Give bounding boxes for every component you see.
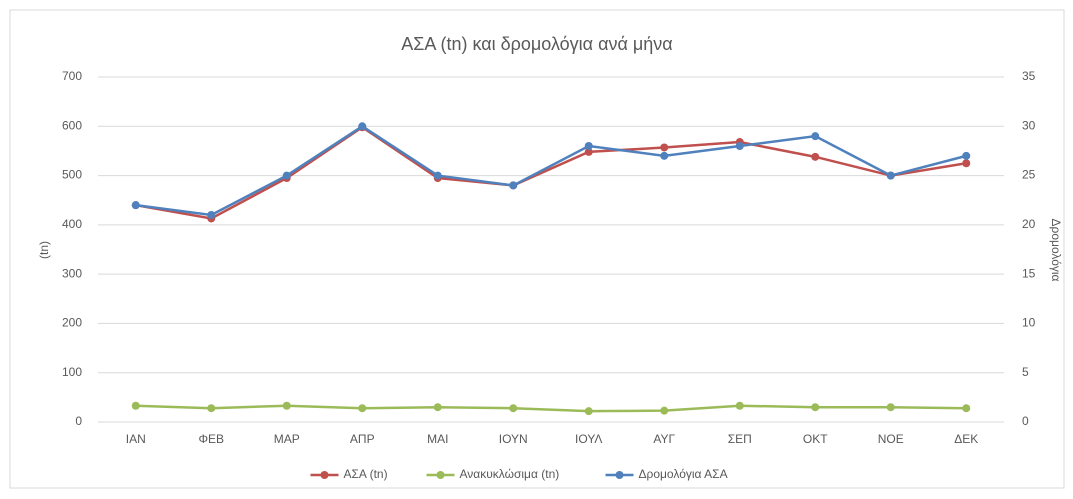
y2-tick-label: 30: [1022, 118, 1036, 132]
x-tick-label: ΦΕΒ: [198, 432, 224, 446]
series-marker: [282, 401, 291, 410]
y-tick-label: 700: [62, 69, 82, 83]
series-marker: [962, 404, 971, 413]
x-tick-label: ΑΠΡ: [350, 432, 375, 446]
series-marker: [509, 404, 518, 413]
series-marker: [735, 142, 744, 150]
x-tick-label: ΟΚΤ: [803, 432, 828, 446]
series-marker: [433, 171, 442, 180]
series-line: [135, 404, 967, 413]
x-tick-label: ΑΥΓ: [653, 432, 675, 446]
x-tick-label: ΙΟΥΝ: [499, 432, 528, 446]
series-marker: [660, 143, 669, 152]
series-marker: [886, 171, 895, 180]
x-tick-label: ΜΑΙ: [427, 432, 448, 446]
x-tick-label: ΙΟΥΛ: [575, 432, 602, 446]
series-marker: [358, 404, 367, 413]
y2-tick-label: 0: [1022, 414, 1029, 428]
series-marker: [584, 147, 593, 156]
legend-marker: [615, 471, 624, 479]
legend-label: ΑΣΑ (tn): [344, 467, 388, 481]
series-marker: [358, 122, 367, 131]
y2-tick-label: 25: [1022, 168, 1036, 182]
y2-tick-label: 35: [1022, 69, 1036, 83]
x-tick-label: ΙΑΝ: [126, 432, 146, 446]
y-axis-label: (tn): [37, 241, 51, 259]
y-tick-label: 200: [62, 316, 82, 330]
series-marker: [207, 211, 216, 219]
series-line: [135, 125, 967, 220]
legend-label: Ανακυκλώσιμα (tn): [460, 467, 560, 481]
legend-label: Δρομολόγια ΑΣΑ: [639, 467, 728, 481]
series-marker: [886, 403, 895, 412]
y-tick-label: 600: [62, 118, 82, 132]
series-marker: [811, 132, 820, 141]
series-marker: [811, 403, 820, 412]
series-marker: [131, 201, 140, 210]
series-marker: [131, 401, 140, 410]
y2-tick-label: 20: [1022, 217, 1036, 231]
series-marker: [735, 401, 744, 410]
chart-title: ΑΣΑ (tn) και δρομολόγια ανά μήνα: [401, 34, 672, 54]
x-tick-label: ΜΑΡ: [274, 432, 300, 446]
x-tick-label: ΔΕΚ: [954, 432, 978, 446]
legend-marker: [320, 471, 329, 479]
series-line: [135, 124, 967, 217]
series-marker: [207, 404, 216, 413]
y2-tick-label: 10: [1022, 316, 1036, 330]
x-tick-label: ΝΟΕ: [878, 432, 904, 446]
y2-tick-label: 15: [1022, 266, 1036, 280]
legend-marker: [436, 471, 445, 479]
series-marker: [811, 152, 820, 161]
series-marker: [962, 159, 971, 168]
chart-border: [9, 9, 1065, 489]
y2-axis-label: Δρομολόγια: [1049, 219, 1063, 282]
y-tick-label: 100: [62, 365, 82, 379]
y2-tick-label: 5: [1022, 365, 1029, 379]
series-marker: [433, 403, 442, 412]
series-marker: [660, 406, 669, 415]
series-marker: [282, 171, 291, 180]
series-marker: [509, 181, 518, 190]
series-marker: [962, 151, 971, 160]
y-tick-label: 300: [62, 266, 82, 280]
y-tick-label: 500: [62, 168, 82, 182]
series-marker: [584, 407, 593, 416]
x-tick-label: ΣΕΠ: [728, 432, 752, 446]
series-marker: [660, 151, 669, 160]
y-tick-label: 0: [75, 414, 82, 428]
y-tick-label: 400: [62, 217, 82, 231]
series-marker: [584, 142, 593, 150]
